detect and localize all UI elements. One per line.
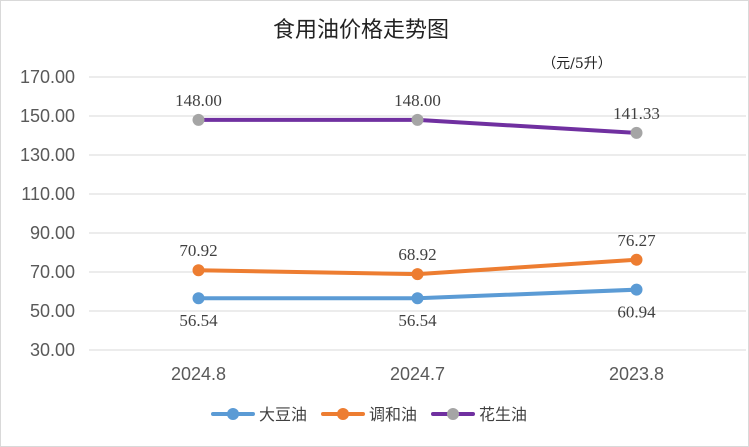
y-axis-ticks: 30.00 50.00 70.00 90.00 110.00 130.00 150.00 17… bbox=[20, 67, 75, 360]
legend-marker bbox=[227, 408, 239, 420]
legend-label: 花生油 bbox=[479, 405, 527, 424]
y-tick-label: 110.00 bbox=[21, 184, 75, 204]
data-point bbox=[411, 113, 424, 126]
legend-marker bbox=[337, 408, 349, 420]
data-point bbox=[411, 268, 424, 281]
data-label: 148.00 bbox=[175, 91, 222, 110]
legend: 大豆油 调和油 花生油 bbox=[211, 405, 527, 424]
x-axis-ticks: 2024.8 2024.7 2023.8 bbox=[171, 364, 664, 384]
y-tick-label: 30.00 bbox=[30, 340, 75, 360]
data-label: 60.94 bbox=[617, 303, 656, 322]
unit-note: （元/5升） bbox=[542, 56, 612, 72]
y-tick-label: 50.00 bbox=[30, 301, 75, 321]
data-label: 141.33 bbox=[613, 104, 660, 123]
x-tick-label: 2023.8 bbox=[609, 364, 664, 384]
legend-label: 调和油 bbox=[369, 405, 417, 424]
y-tick-label: 130.00 bbox=[20, 145, 75, 165]
data-label: 148.00 bbox=[394, 91, 441, 110]
legend-marker bbox=[447, 408, 459, 420]
y-tick-label: 70.00 bbox=[30, 262, 75, 282]
y-tick-label: 150.00 bbox=[20, 106, 75, 126]
data-label: 56.54 bbox=[398, 311, 437, 330]
data-point bbox=[411, 292, 424, 305]
data-label: 56.54 bbox=[179, 311, 218, 330]
data-point bbox=[630, 126, 643, 139]
data-point bbox=[192, 264, 205, 277]
data-label: 76.27 bbox=[617, 231, 656, 250]
data-label: 68.92 bbox=[398, 245, 436, 264]
data-point bbox=[630, 283, 643, 296]
chart-title: 食用油价格走势图 bbox=[273, 18, 449, 43]
data-point bbox=[630, 253, 643, 266]
data-point bbox=[192, 292, 205, 305]
data-label: 70.92 bbox=[179, 241, 217, 260]
y-tick-label: 170.00 bbox=[20, 67, 75, 87]
x-tick-label: 2024.8 bbox=[171, 364, 226, 384]
series-lines bbox=[192, 113, 643, 305]
legend-label: 大豆油 bbox=[259, 405, 307, 424]
y-tick-label: 90.00 bbox=[30, 223, 75, 243]
x-tick-label: 2024.7 bbox=[390, 364, 445, 384]
data-labels: 56.54 56.54 60.94 70.92 68.92 76.27 148.00 148.… bbox=[175, 91, 660, 330]
data-point bbox=[192, 113, 205, 126]
